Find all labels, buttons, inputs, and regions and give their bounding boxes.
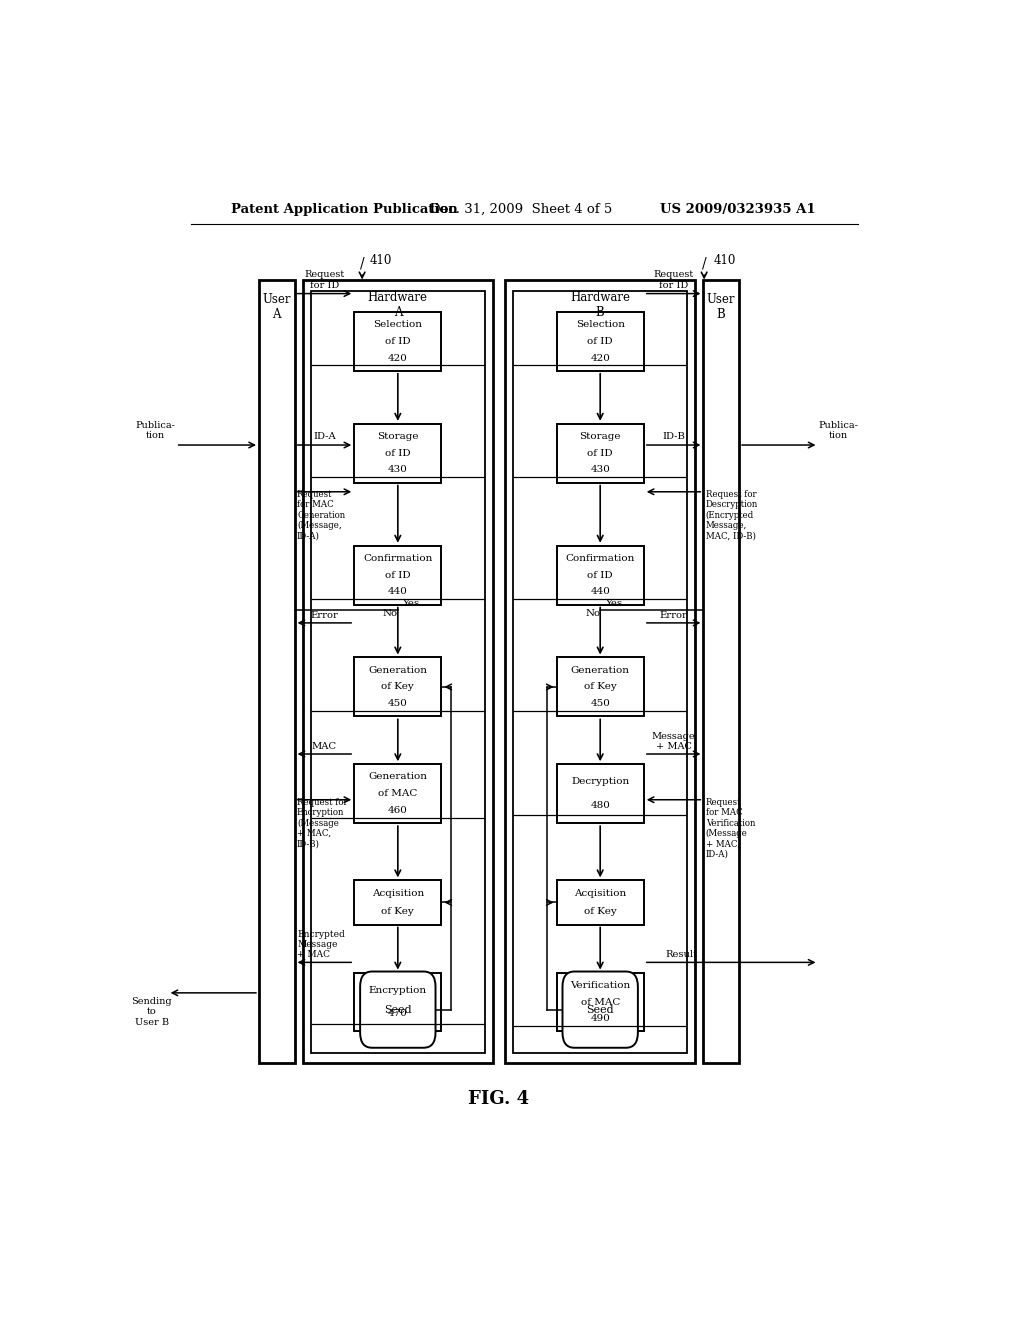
Text: of ID: of ID: [385, 449, 411, 458]
Text: Acqisition: Acqisition: [372, 890, 424, 898]
Bar: [354, 973, 441, 1031]
FancyBboxPatch shape: [360, 972, 435, 1048]
Text: User
A: User A: [262, 293, 291, 321]
Text: ID-B: ID-B: [663, 432, 685, 441]
Bar: [513, 290, 687, 1053]
Text: Generation: Generation: [570, 665, 630, 675]
Bar: [556, 880, 644, 924]
Text: 410: 410: [370, 255, 392, 267]
Text: of Key: of Key: [382, 907, 414, 916]
Text: Selection: Selection: [575, 319, 625, 329]
Text: Patent Application Publication: Patent Application Publication: [231, 203, 458, 215]
Text: Storage: Storage: [377, 432, 419, 441]
Text: 450: 450: [388, 700, 408, 709]
Bar: [703, 280, 739, 1063]
Text: Generation: Generation: [369, 665, 427, 675]
Text: 430: 430: [388, 466, 408, 474]
Text: Seed: Seed: [384, 1005, 412, 1015]
Text: 480: 480: [590, 801, 610, 810]
Text: Encryption: Encryption: [369, 986, 427, 995]
Text: 440: 440: [590, 587, 610, 597]
Text: Generation: Generation: [369, 772, 427, 781]
Bar: [556, 764, 644, 824]
Text: No: No: [585, 609, 600, 618]
Text: Confirmation: Confirmation: [565, 554, 635, 562]
Text: Request
for MAC
Generation
(Message,
ID-A): Request for MAC Generation (Message, ID-…: [297, 490, 345, 540]
Text: MAC: MAC: [312, 742, 337, 751]
Text: /: /: [359, 256, 365, 271]
Text: 420: 420: [388, 354, 408, 363]
Text: 460: 460: [388, 807, 408, 814]
Text: User
B: User B: [707, 293, 735, 321]
Bar: [556, 545, 644, 605]
Text: 440: 440: [388, 587, 408, 597]
Bar: [303, 280, 494, 1063]
Text: Verification: Verification: [570, 981, 631, 990]
Text: Storage: Storage: [580, 432, 621, 441]
Text: Yes: Yes: [605, 598, 622, 607]
Bar: [354, 880, 441, 924]
Text: US 2009/0323935 A1: US 2009/0323935 A1: [659, 203, 815, 215]
Text: of Key: of Key: [382, 682, 414, 692]
Text: 430: 430: [590, 466, 610, 474]
Text: of MAC: of MAC: [378, 789, 418, 799]
Text: of ID: of ID: [385, 337, 411, 346]
Text: Encrypted
Message
+ MAC: Encrypted Message + MAC: [297, 929, 345, 960]
Text: 450: 450: [590, 700, 610, 709]
Text: Request
for ID: Request for ID: [653, 271, 693, 289]
Bar: [556, 657, 644, 717]
Text: of ID: of ID: [588, 570, 613, 579]
Text: of ID: of ID: [588, 449, 613, 458]
Text: Seed: Seed: [587, 1005, 614, 1015]
Bar: [354, 545, 441, 605]
Text: Request for
Descryption
(Encrypted
Message,
MAC, ID-B): Request for Descryption (Encrypted Messa…: [706, 490, 758, 540]
Text: Selection: Selection: [374, 319, 422, 329]
Text: Publica-
tion: Publica- tion: [818, 421, 858, 440]
Text: 470: 470: [388, 1010, 408, 1018]
Text: /: /: [701, 256, 707, 271]
Text: Acqisition: Acqisition: [574, 890, 627, 898]
Bar: [259, 280, 295, 1063]
Text: Error: Error: [659, 611, 687, 620]
Bar: [354, 657, 441, 717]
Text: Dec. 31, 2009  Sheet 4 of 5: Dec. 31, 2009 Sheet 4 of 5: [430, 203, 611, 215]
Text: of Key: of Key: [584, 682, 616, 692]
Text: 420: 420: [590, 354, 610, 363]
Text: Hardware
A: Hardware A: [368, 290, 428, 318]
Text: Sending
to
User B: Sending to User B: [131, 997, 172, 1027]
Text: Request
for ID: Request for ID: [304, 271, 344, 289]
Text: Result: Result: [666, 950, 697, 960]
Text: Request for
Encryption
(Message
+ MAC,
ID-B): Request for Encryption (Message + MAC, I…: [297, 797, 348, 849]
Text: of Key: of Key: [584, 907, 616, 916]
Text: Confirmation: Confirmation: [364, 554, 432, 562]
Bar: [556, 424, 644, 483]
Text: Yes: Yes: [402, 598, 420, 607]
Bar: [556, 973, 644, 1031]
Text: Error: Error: [310, 611, 338, 620]
Text: Decryption: Decryption: [571, 777, 630, 787]
Bar: [354, 764, 441, 824]
Text: Message
+ MAC: Message + MAC: [652, 731, 695, 751]
Text: of ID: of ID: [385, 570, 411, 579]
Text: of ID: of ID: [588, 337, 613, 346]
Text: 410: 410: [714, 255, 736, 267]
Bar: [310, 290, 485, 1053]
Bar: [505, 280, 695, 1063]
Text: Request
for MAC
Verification
(Message
+ MAC,
ID-A): Request for MAC Verification (Message + …: [706, 797, 755, 859]
Text: of MAC: of MAC: [581, 998, 620, 1007]
Text: ID-A: ID-A: [313, 432, 336, 441]
FancyBboxPatch shape: [562, 972, 638, 1048]
Text: Hardware
B: Hardware B: [570, 290, 630, 318]
Text: FIG. 4: FIG. 4: [468, 1089, 529, 1107]
Text: Publica-
tion: Publica- tion: [136, 421, 176, 440]
Bar: [556, 312, 644, 371]
Bar: [354, 424, 441, 483]
Text: No: No: [383, 609, 397, 618]
Bar: [354, 312, 441, 371]
Text: 490: 490: [590, 1014, 610, 1023]
